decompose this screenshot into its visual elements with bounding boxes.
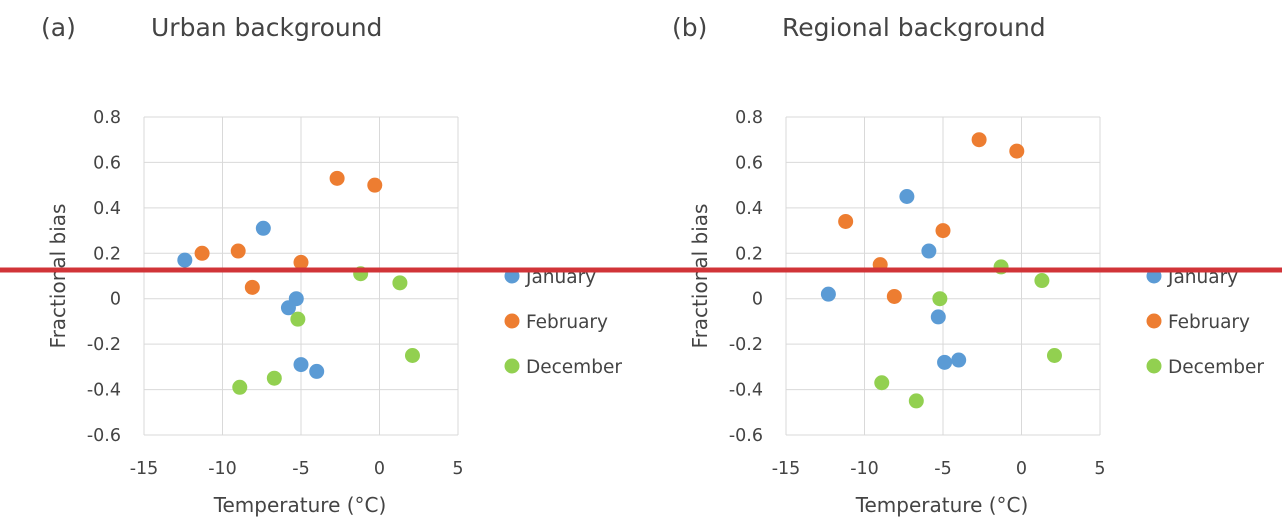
y-tick-label: 0.4 xyxy=(93,199,121,219)
legend-label-december: December xyxy=(526,357,622,378)
x-tick-label: -15 xyxy=(772,459,801,479)
data-point-december xyxy=(290,311,306,327)
data-point-february xyxy=(367,177,383,193)
data-point-february xyxy=(971,132,987,148)
y-tick-label: 0.8 xyxy=(93,108,121,128)
x-tick-label: -5 xyxy=(292,459,309,479)
data-point-december xyxy=(1034,273,1050,289)
y-axis-title-a: Fractional bias xyxy=(46,204,70,349)
data-point-january xyxy=(930,309,946,325)
legend-marker-december xyxy=(1146,358,1162,374)
data-point-january xyxy=(177,252,193,268)
data-point-january xyxy=(921,243,937,259)
legend-label-february: February xyxy=(1168,312,1250,333)
chart-title-a: Urban background xyxy=(151,13,382,42)
legend-label-february: February xyxy=(526,312,608,333)
y-tick-label: 0.2 xyxy=(735,244,763,264)
x-tick-label: -15 xyxy=(130,459,159,479)
y-tick-label: 0 xyxy=(110,290,121,310)
data-point-december xyxy=(392,275,408,291)
data-point-february xyxy=(838,213,854,229)
panel-urban-background: (a) Urban background Fractional bias Tem… xyxy=(41,13,622,517)
legend-marker-february xyxy=(504,313,520,329)
x-tick-label: 0 xyxy=(1016,459,1027,479)
y-tick-label: -0.2 xyxy=(729,335,763,355)
data-point-february xyxy=(194,245,210,261)
legend-marker-december xyxy=(504,358,520,374)
y-tick-label: 0.4 xyxy=(735,199,763,219)
chart-title-b: Regional background xyxy=(782,13,1046,42)
y-tick-label: -0.2 xyxy=(87,335,121,355)
data-point-december xyxy=(1046,348,1062,363)
x-tick-label: 0 xyxy=(374,459,385,479)
data-point-february xyxy=(244,279,260,295)
y-tick-label: 0.6 xyxy=(93,153,121,173)
data-point-january xyxy=(293,357,309,373)
y-tick-label: 0.8 xyxy=(735,108,763,128)
panel-regional-background: (b) Regional background Fractional bias … xyxy=(672,13,1264,517)
data-point-december xyxy=(932,291,948,307)
panel-label-a: (a) xyxy=(41,13,76,42)
data-point-january xyxy=(951,352,967,368)
data-point-february xyxy=(886,288,902,304)
data-point-january xyxy=(255,220,271,236)
data-point-december xyxy=(874,375,890,391)
y-tick-label: -0.4 xyxy=(729,381,763,401)
x-tick-label: -10 xyxy=(208,459,237,479)
grid xyxy=(785,116,1101,436)
data-point-january xyxy=(309,363,325,379)
data-point-december xyxy=(908,393,924,409)
tick-labels: -0.6 -0.4 -0.2 0 0.2 0.4 0.6 0.8 -15 -10 -5 0 5 xyxy=(729,108,1106,479)
y-tick-label: 0.2 xyxy=(93,244,121,264)
x-tick-label: -10 xyxy=(850,459,879,479)
data-point-december xyxy=(266,370,282,386)
data-points xyxy=(820,132,1062,409)
data-points xyxy=(177,170,420,395)
x-tick-label: 5 xyxy=(452,459,463,479)
data-point-february xyxy=(293,254,309,270)
data-point-january xyxy=(280,300,296,316)
panel-label-b: (b) xyxy=(672,13,707,42)
data-point-february xyxy=(230,243,246,259)
tick-labels: -0.6 -0.4 -0.2 0 0.2 0.4 0.6 0.8 -15 -10 -5 0 5 xyxy=(87,108,464,479)
x-tick-label: -5 xyxy=(934,459,951,479)
y-tick-label: 0 xyxy=(752,290,763,310)
data-point-december xyxy=(232,379,248,395)
data-point-december xyxy=(404,348,420,363)
legend-label-december: December xyxy=(1168,357,1264,378)
y-tick-label: 0.6 xyxy=(735,153,763,173)
x-axis-title-a: Temperature (°C) xyxy=(213,493,387,517)
data-point-february xyxy=(935,223,951,239)
data-point-february xyxy=(329,170,345,186)
y-tick-label: -0.6 xyxy=(87,426,121,446)
data-point-january xyxy=(899,189,915,204)
grid xyxy=(143,116,459,436)
y-tick-label: -0.6 xyxy=(729,426,763,446)
y-axis-title-b: Fractional bias xyxy=(688,204,712,349)
data-point-january xyxy=(937,354,953,370)
y-tick-label: -0.4 xyxy=(87,381,121,401)
x-axis-title-b: Temperature (°C) xyxy=(855,493,1029,517)
legend-marker-february xyxy=(1146,313,1162,329)
data-point-january xyxy=(820,286,836,302)
data-point-february xyxy=(1009,143,1025,159)
x-tick-label: 5 xyxy=(1094,459,1105,479)
